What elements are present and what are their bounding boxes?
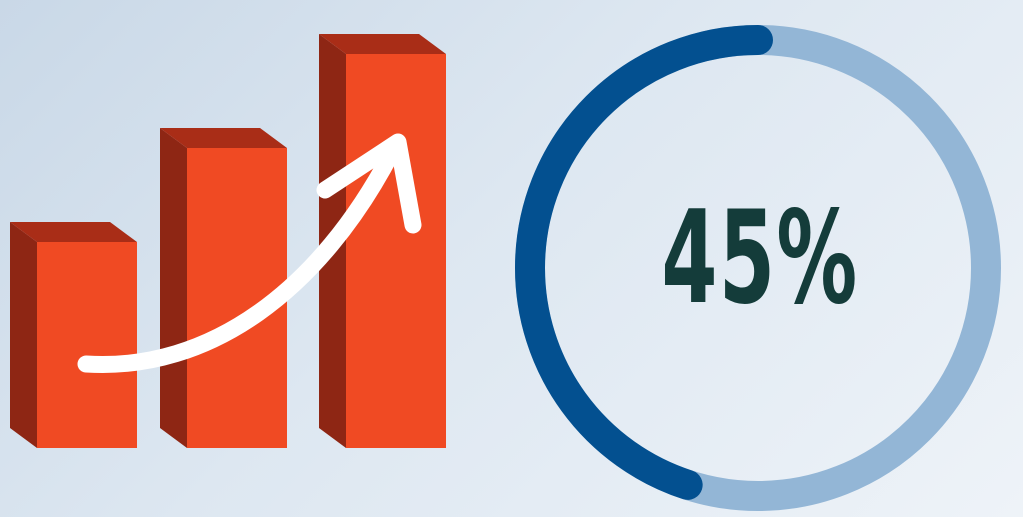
bar-front-face [37, 242, 137, 448]
bar-front-face [346, 54, 446, 448]
bar-side-face [10, 222, 37, 448]
bar-side-face [160, 128, 187, 448]
growth-bar-chart-icon [10, 34, 446, 448]
progress-percent-value: 45% [620, 195, 900, 323]
